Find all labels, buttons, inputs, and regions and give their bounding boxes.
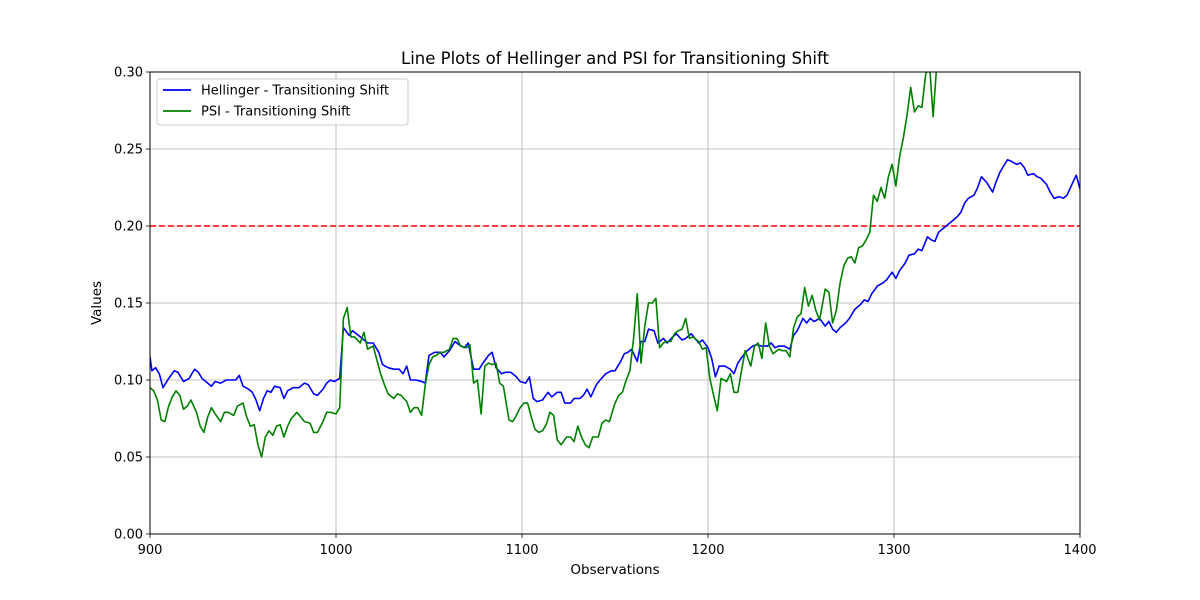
y-tick-label: 0.10 [114,374,143,389]
grid-lines [149,71,1081,535]
legend: Hellinger - Transitioning Shift PSI - Tra… [156,78,409,126]
series-line-2 [150,72,938,458]
series-lines [150,72,1080,458]
legend-box [156,78,409,126]
x-tick-label: 1000 [319,543,352,558]
y-tick-label: 0.00 [114,528,143,543]
legend-label: PSI - Transitioning Shift [201,105,351,120]
y-tick-label: 0.25 [114,143,143,158]
y-tick-label: 0.20 [114,220,143,235]
series-line-1 [150,159,1080,412]
y-tick-label: 0.15 [114,297,143,312]
chart-title: Line Plots of Hellinger and PSI for Tran… [401,49,829,68]
x-axis-label: Observations [570,562,659,578]
y-axis-label: Values [89,281,105,325]
x-tick-label: 1400 [1063,543,1096,558]
y-tick-label: 0.30 [114,66,143,81]
legend-label: Hellinger - Transitioning Shift [201,84,389,99]
y-tick-label: 0.05 [114,451,143,466]
x-tick-label: 1300 [877,543,910,558]
x-tick-label: 1100 [505,543,538,558]
x-tick-label: 1200 [691,543,724,558]
y-axis: 0.00 0.05 0.10 0.15 0.20 0.25 0.30 [114,66,150,543]
x-axis: 900 1000 1100 1200 1300 1400 [138,534,1097,558]
x-tick-label: 900 [138,543,163,558]
